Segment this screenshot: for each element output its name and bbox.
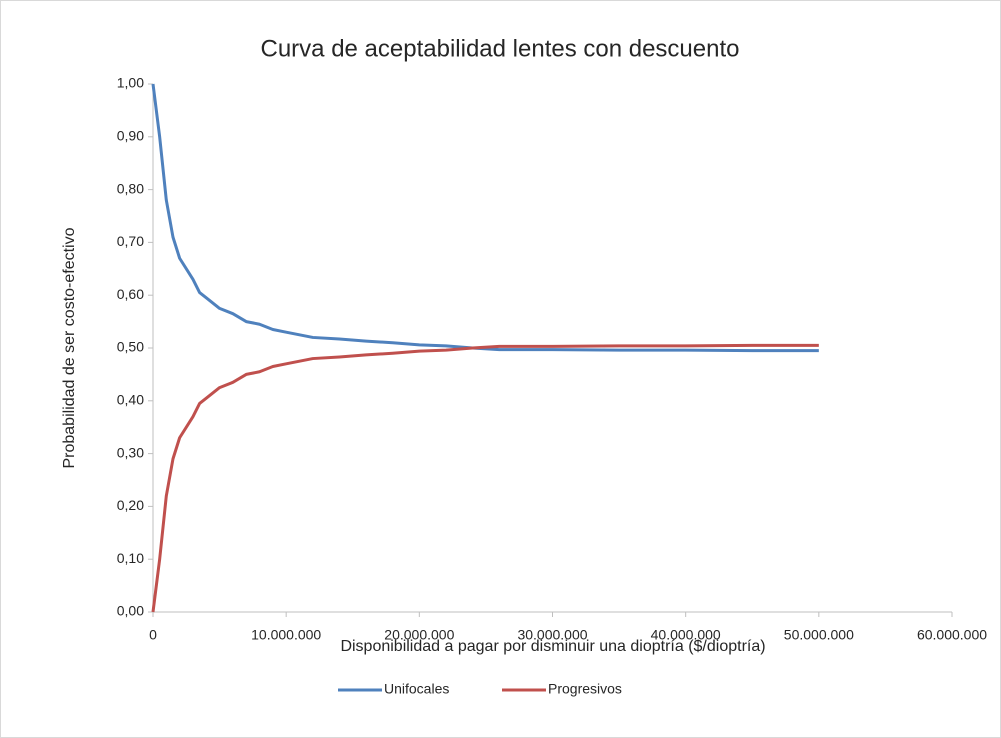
legend-label: Unifocales: [384, 681, 449, 697]
y-tick-label: 0,60: [117, 286, 144, 302]
x-tick-label: 60.000.000: [917, 627, 987, 643]
y-tick-label: 0,20: [117, 497, 144, 513]
y-tick-label: 0,80: [117, 180, 144, 196]
y-tick-label: 0,10: [117, 550, 144, 566]
y-axis-label: Probabilidad de ser costo-efectivo: [61, 227, 78, 468]
legend-label: Progresivos: [548, 681, 622, 697]
y-tick-label: 0,70: [117, 233, 144, 249]
y-tick-label: 0,40: [117, 392, 144, 408]
series-line: [151, 83, 819, 353]
x-tick-label: 20.000.000: [384, 627, 454, 643]
y-tick-label: 0,30: [117, 444, 144, 460]
series-line: [151, 343, 819, 613]
x-axis-label: Disponibilidad a pagar por disminuir una…: [340, 638, 765, 655]
y-tick-label: 0,90: [117, 128, 144, 144]
y-tick-label: 0,50: [117, 339, 144, 355]
x-tick-label: 10.000.000: [251, 627, 321, 643]
x-tick-label: 50.000.000: [784, 627, 854, 643]
x-tick-label: 0: [149, 627, 157, 643]
y-tick-label: 1,00: [117, 75, 144, 91]
x-tick-label: 40.000.000: [651, 627, 721, 643]
y-tick-label: 0,00: [117, 603, 144, 619]
x-tick-label: 30.000.000: [517, 627, 587, 643]
chart-title: Curva de aceptabilidad lentes con descue…: [261, 35, 740, 62]
